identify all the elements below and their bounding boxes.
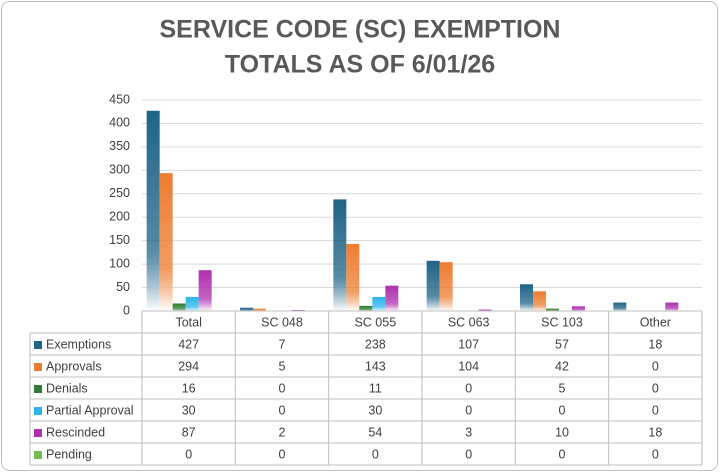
table-value: 294 <box>178 359 199 373</box>
table-value: 0 <box>185 447 192 461</box>
table-value: 0 <box>652 381 659 395</box>
table-value: 30 <box>368 403 382 417</box>
y-tick-label: 450 <box>109 92 130 106</box>
bar <box>146 110 160 311</box>
x-tick-label: SC 048 <box>261 315 303 329</box>
y-tick-label: 0 <box>123 303 130 317</box>
chart-title: TOTALS AS OF 6/01/26 <box>225 51 495 79</box>
bar <box>185 296 199 311</box>
y-tick-label: 350 <box>109 139 130 153</box>
table-value: 0 <box>465 447 472 461</box>
bar <box>359 305 373 311</box>
x-tick-label: SC 063 <box>448 315 490 329</box>
table-value: 0 <box>279 381 286 395</box>
table-value: 10 <box>555 425 569 439</box>
table-value: 0 <box>652 447 659 461</box>
bar <box>572 306 585 311</box>
table-value: 0 <box>652 359 659 373</box>
legend-label: Partial Approval <box>46 403 134 417</box>
legend-swatch <box>34 429 42 437</box>
y-tick-label: 100 <box>109 256 130 270</box>
bar <box>253 308 266 311</box>
table-value: 0 <box>279 447 286 461</box>
legend-label: Pending <box>46 447 92 461</box>
table-value: 427 <box>178 337 199 351</box>
table-value: 0 <box>559 447 566 461</box>
table-value: 238 <box>365 337 386 351</box>
y-tick-label: 400 <box>109 116 130 130</box>
bar <box>478 309 492 311</box>
y-tick-label: 50 <box>116 280 130 294</box>
bar <box>346 243 360 311</box>
table-value: 104 <box>458 359 479 373</box>
legend-swatch <box>34 363 42 371</box>
legend-label: Rescinded <box>46 425 105 439</box>
table-value: 87 <box>182 425 196 439</box>
bar <box>240 307 253 311</box>
table-value: 5 <box>559 381 566 395</box>
table-value: 0 <box>279 403 286 417</box>
bar <box>665 302 679 311</box>
chart-title: SERVICE CODE (SC) EXEMPTION <box>160 16 561 44</box>
table-value: 2 <box>279 425 286 439</box>
x-tick-label: SC 103 <box>541 315 583 329</box>
bar <box>385 285 399 311</box>
x-tick-label: Total <box>175 315 201 329</box>
legend-swatch <box>34 385 42 393</box>
y-tick-label: 250 <box>109 186 130 200</box>
bar <box>533 291 546 311</box>
bar <box>333 199 347 311</box>
table-value: 57 <box>555 337 569 351</box>
bar <box>159 173 173 311</box>
x-tick-label: SC 055 <box>354 315 396 329</box>
table-value: 0 <box>465 403 472 417</box>
bar <box>546 308 559 311</box>
table-value: 30 <box>182 403 196 417</box>
legend-label: Denials <box>46 381 88 395</box>
table-value: 16 <box>182 381 196 395</box>
table-value: 11 <box>369 381 382 395</box>
table-value: 143 <box>365 359 386 373</box>
bar <box>172 303 186 311</box>
y-tick-label: 300 <box>109 163 130 177</box>
legend-swatch <box>34 451 42 459</box>
legend-label: Approvals <box>46 359 102 373</box>
bar <box>520 284 533 311</box>
table-value: 0 <box>465 381 472 395</box>
bar <box>372 296 386 311</box>
legend-swatch <box>34 341 42 349</box>
legend-swatch <box>34 407 42 415</box>
bar <box>613 302 627 311</box>
table-value: 0 <box>652 403 659 417</box>
table-value: 107 <box>458 337 479 351</box>
x-tick-label: Other <box>640 315 671 329</box>
table-value: 54 <box>368 425 382 439</box>
table-value: 0 <box>372 447 379 461</box>
bar <box>439 262 453 311</box>
table-value: 5 <box>279 359 286 373</box>
table-value: 0 <box>559 403 566 417</box>
bar <box>426 260 440 311</box>
table-value: 7 <box>279 337 286 351</box>
bar <box>198 270 212 311</box>
y-tick-label: 200 <box>109 210 130 224</box>
table-value: 18 <box>648 425 662 439</box>
y-tick-label: 150 <box>109 233 130 247</box>
table-value: 18 <box>648 337 662 351</box>
table-value: 42 <box>555 359 569 373</box>
legend-label: Exemptions <box>46 337 111 351</box>
table-value: 3 <box>465 425 472 439</box>
